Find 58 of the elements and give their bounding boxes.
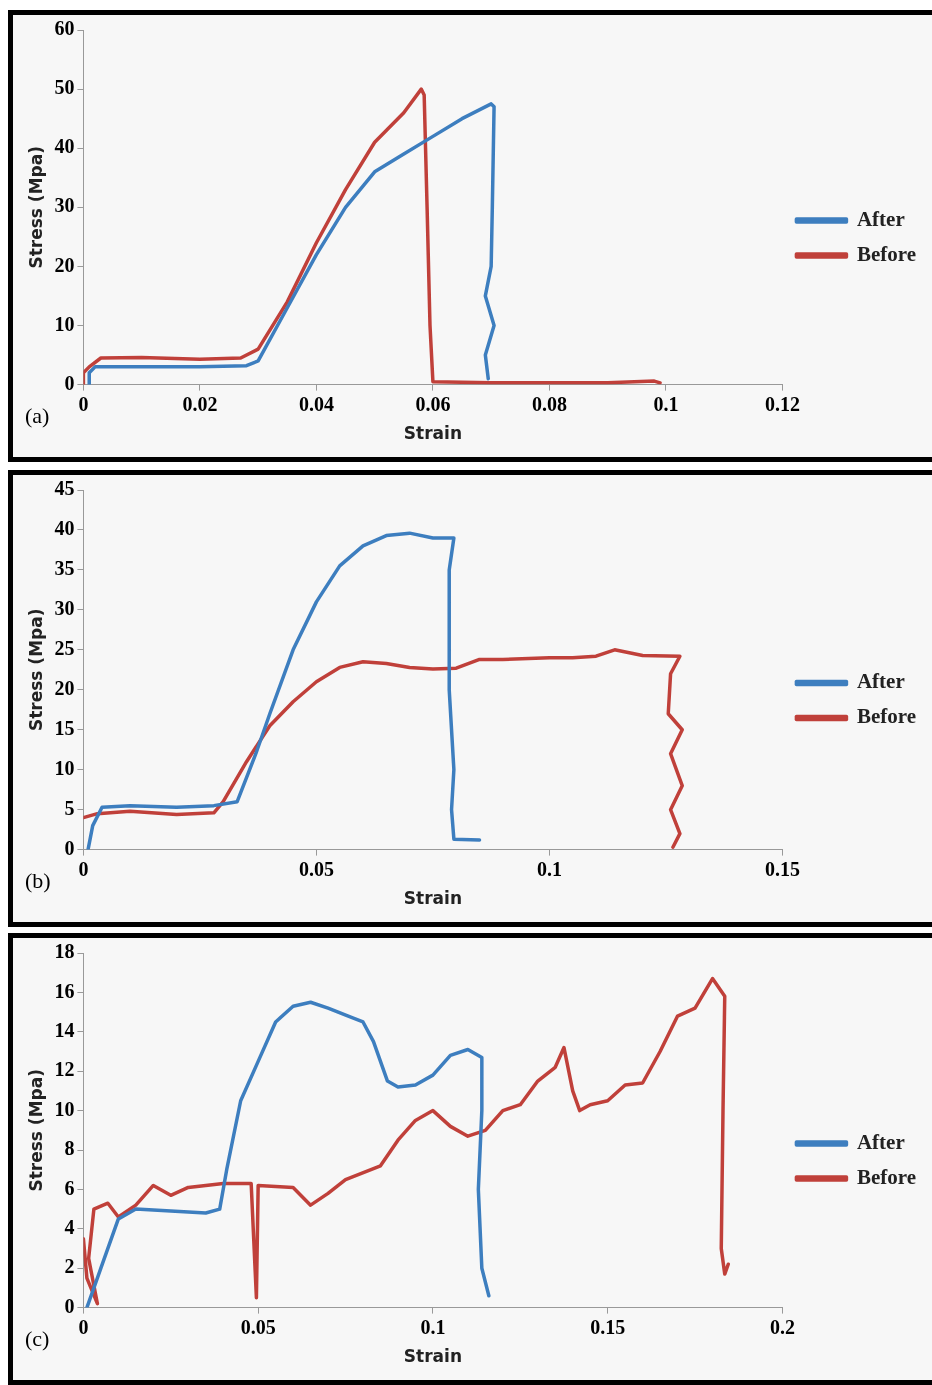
y-tick-label: 40	[54, 135, 75, 158]
y-tick-label: 25	[54, 636, 75, 659]
x-tick-label: 0.15	[764, 857, 800, 880]
y-tick-label: 30	[54, 597, 75, 620]
x-tick-label: 0.04	[298, 392, 334, 415]
x-tick-label: 0.06	[415, 392, 451, 415]
x-axis-title: Strain	[403, 1346, 462, 1367]
y-tick-label: 30	[54, 194, 75, 217]
y-axis-title: Stress (Mpa)	[25, 608, 46, 732]
y-tick-label: 40	[54, 517, 75, 540]
text: (a)	[25, 402, 50, 428]
y-tick-label: 45	[54, 477, 75, 500]
y-tick-label: 18	[54, 940, 75, 963]
x-tick-label: 0.05	[298, 857, 334, 880]
x-tick-label: 0.1	[536, 857, 562, 880]
y-tick-label: 20	[54, 253, 75, 276]
legend-label: Before	[856, 1164, 917, 1189]
y-tick-label: 10	[54, 1097, 75, 1120]
y-tick-label: 10	[54, 756, 75, 779]
y-tick-label: 10	[54, 312, 75, 335]
legend-label: After	[856, 206, 905, 231]
y-axis-title: Stress (Mpa)	[25, 146, 46, 269]
text: (b)	[25, 867, 51, 893]
y-tick-label: 50	[54, 76, 75, 99]
legend-label: Before	[856, 704, 917, 729]
legend-label: Before	[856, 241, 917, 266]
y-tick-label: 20	[54, 676, 75, 699]
y-tick-label: 12	[54, 1058, 75, 1081]
y-tick-label: 15	[54, 716, 75, 739]
y-axis-title: Stress (Mpa)	[25, 1069, 46, 1192]
y-tick-label: 35	[54, 557, 75, 580]
y-tick-label: 2	[64, 1255, 75, 1278]
y-tick-label: 5	[64, 796, 75, 819]
x-tick-label: 0	[78, 1315, 89, 1338]
y-tick-label: 14	[54, 1018, 75, 1041]
text: (c)	[25, 1325, 50, 1351]
x-tick-label: 0.2	[769, 1315, 795, 1338]
x-tick-label: 0.12	[764, 392, 800, 415]
y-tick-label: 0	[64, 836, 75, 859]
y-tick-label: 0	[64, 371, 75, 394]
y-tick-label: 8	[64, 1137, 75, 1160]
y-tick-label: 0	[64, 1294, 75, 1317]
y-tick-label: 60	[54, 17, 75, 40]
y-tick-label: 16	[54, 979, 75, 1002]
y-tick-label: 6	[64, 1176, 75, 1199]
legend-label: After	[856, 669, 905, 694]
x-tick-label: 0.02	[182, 392, 218, 415]
x-tick-label: 0.08	[531, 392, 567, 415]
x-axis-title: Strain	[403, 423, 462, 444]
x-tick-label: 0.1	[653, 392, 679, 415]
x-tick-label: 0	[78, 857, 89, 880]
x-tick-label: 0.05	[240, 1315, 276, 1338]
x-tick-label: 0	[78, 392, 89, 415]
x-axis-title: Strain	[403, 888, 462, 909]
x-tick-label: 0.1	[420, 1315, 446, 1338]
y-tick-label: 4	[64, 1215, 75, 1238]
legend-label: After	[856, 1129, 905, 1154]
x-tick-label: 0.15	[590, 1315, 626, 1338]
